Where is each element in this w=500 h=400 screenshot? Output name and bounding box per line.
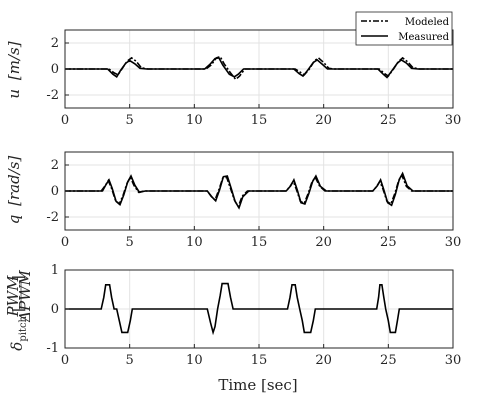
xtick-label-delta-pitch: 5: [126, 353, 134, 368]
xtick-label-u: 25: [380, 113, 397, 128]
xtick-label-u: 30: [445, 113, 462, 128]
ylabel-bracket-left: [: [9, 306, 27, 312]
plot-area-u: [65, 55, 453, 81]
ylabel-delta-pitch: δpitch [ PWM ΔPWM ]: [4, 270, 34, 351]
ytick-label-u: 2: [51, 36, 59, 51]
ylabel-q: q [rad/s]: [5, 156, 23, 225]
ytick-label-delta-pitch: -1: [46, 341, 59, 356]
ylabel-u-var: u: [5, 89, 23, 99]
xtick-label-u: 0: [61, 113, 69, 128]
plot-area-q: [65, 171, 453, 210]
ticks-u: 0 5 10 15 20 25 30-202: [46, 36, 461, 128]
ytick-label-q: 0: [51, 184, 59, 199]
xtick-label-u: 15: [251, 113, 268, 128]
ytick-label-delta-pitch: 0: [51, 302, 59, 317]
xtick-label-delta-pitch: 25: [380, 353, 397, 368]
xtick-label-u: 5: [126, 113, 134, 128]
xtick-label-delta-pitch: 0: [61, 353, 69, 368]
legend-box: [355, 11, 453, 46]
legend: Modeled Measured: [355, 11, 453, 46]
xtick-label-u: 20: [315, 113, 332, 128]
ylabel-q-unit: [rad/s]: [5, 156, 23, 206]
series-line-measured-delta-pitch: [65, 282, 453, 336]
xtick-label-q: 5: [126, 235, 134, 250]
ylabel-u: u [m/s]: [5, 41, 23, 98]
xtick-label-q: 15: [251, 235, 268, 250]
xtick-label-q: 10: [186, 235, 203, 250]
ytick-label-q: 2: [51, 158, 59, 173]
subplot-delta-pitch: 0 5 10 15 20 25 30-101 δpitch [ PWM ΔPWM ] Tim…: [4, 263, 461, 394]
ytick-label-q: -2: [46, 210, 59, 225]
ylabel-frac-num: PWM: [4, 275, 22, 318]
subplot-q: 0 5 10 15 20 25 30-202 q [rad/s]: [5, 151, 461, 250]
xtick-label-delta-pitch: 30: [445, 353, 462, 368]
xtick-label-delta-pitch: 20: [315, 353, 332, 368]
xtick-label-q: 30: [445, 235, 462, 250]
ylabel-delta: δpitch: [8, 315, 29, 350]
legend-label-modeled: Modeled: [405, 17, 450, 28]
subplot-u: 0 5 10 15 20 25 30-202 u [m/s] Modeled Measure…: [5, 11, 461, 128]
xlabel-time: Time [sec]: [218, 376, 297, 394]
xtick-label-q: 0: [61, 235, 69, 250]
legend-label-measured: Measured: [398, 32, 449, 43]
xtick-label-delta-pitch: 15: [251, 353, 268, 368]
series-line-measured-u: [65, 57, 453, 79]
ylabel-q-var: q: [5, 215, 23, 225]
series-line-measured-q: [65, 171, 453, 210]
xtick-label-delta-pitch: 10: [186, 353, 203, 368]
ticks-q: 0 5 10 15 20 25 30-202: [46, 158, 461, 250]
xtick-label-q: 20: [315, 235, 332, 250]
xtick-label-q: 25: [380, 235, 397, 250]
ylabel-bracket-right: ]: [9, 275, 27, 281]
ticks-delta-pitch: 0 5 10 15 20 25 30-101: [46, 263, 461, 368]
ytick-label-delta-pitch: 1: [51, 263, 59, 278]
plot-area-delta-pitch: [65, 282, 453, 336]
ylabel-frac-den: ΔPWM: [16, 270, 34, 323]
ytick-label-u: -2: [46, 88, 59, 103]
xtick-label-u: 10: [186, 113, 203, 128]
ytick-label-u: 0: [51, 62, 59, 77]
ylabel-u-unit: [m/s]: [5, 41, 23, 80]
